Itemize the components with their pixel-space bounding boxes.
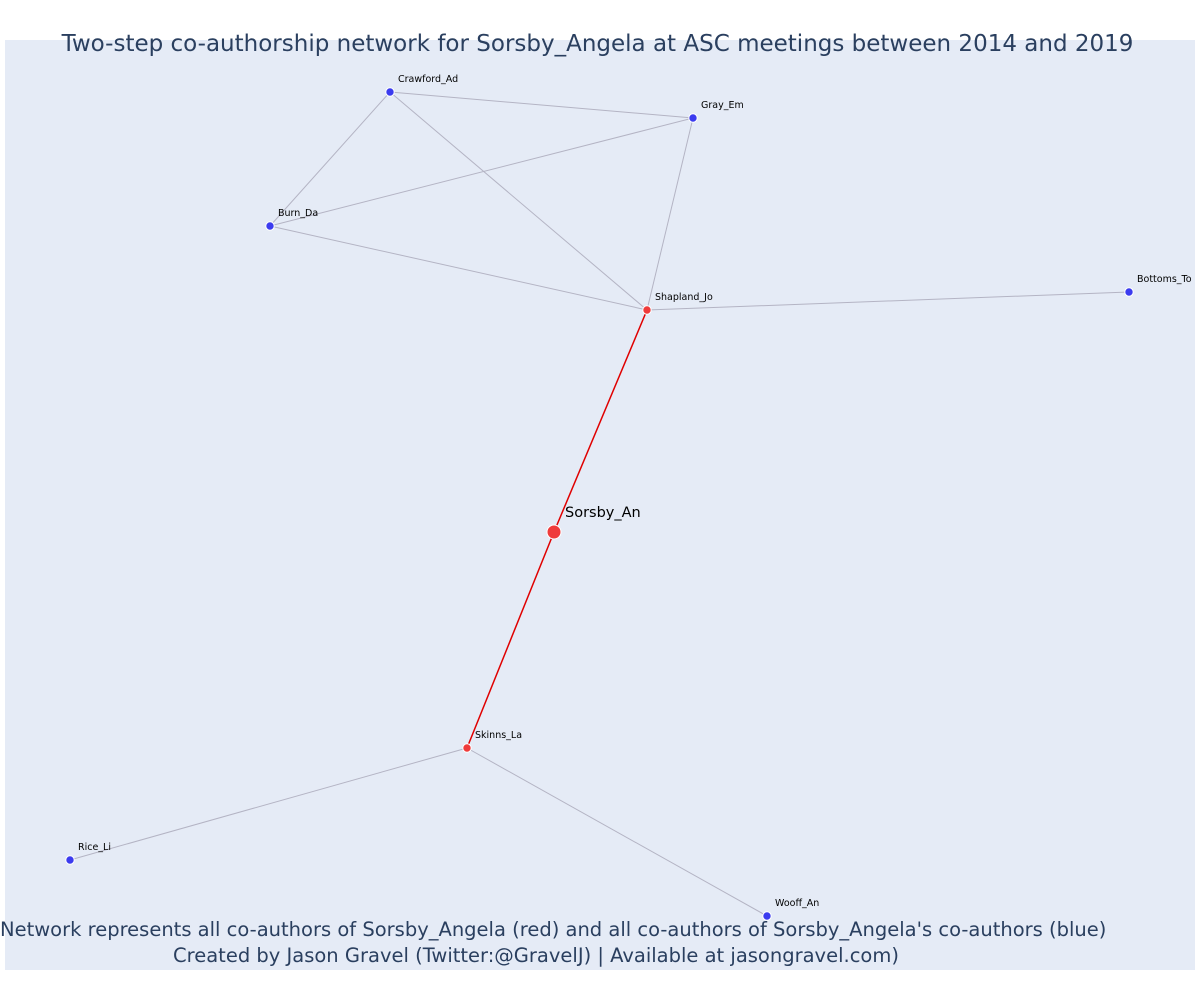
nodes-layer bbox=[65, 87, 1134, 921]
node-label-skinns_la: Skinns_La bbox=[475, 730, 522, 741]
edge-gray_em-shapland_jo bbox=[646, 117, 694, 311]
node-rice_li[interactable] bbox=[65, 855, 75, 865]
edge-burn_da-shapland_jo bbox=[269, 225, 648, 311]
edge-skinns_la-rice_li bbox=[69, 747, 468, 861]
edge-sorsby_an-shapland_jo bbox=[553, 309, 648, 533]
node-wooff_an[interactable] bbox=[762, 911, 772, 921]
node-label-bottoms_to: Bottoms_To bbox=[1137, 274, 1192, 285]
node-label-sorsby_an: Sorsby_An bbox=[565, 505, 641, 521]
edge-skinns_la-wooff_an bbox=[466, 747, 768, 917]
node-sorsby_an[interactable] bbox=[546, 524, 562, 540]
plot-area bbox=[5, 40, 1195, 970]
node-shapland_jo[interactable] bbox=[642, 305, 652, 315]
node-label-gray_em: Gray_Em bbox=[701, 100, 744, 111]
edge-crawford_ad-burn_da bbox=[269, 91, 391, 227]
edge-crawford_ad-shapland_jo bbox=[389, 91, 648, 311]
edges-layer bbox=[69, 91, 1130, 917]
node-label-rice_li: Rice_Li bbox=[78, 842, 111, 853]
labels-layer: Sorsby_An Shapland_Jo Skinns_La Crawford_Ad… bbox=[78, 74, 1192, 909]
node-skinns_la[interactable] bbox=[462, 743, 472, 753]
node-bottoms_to[interactable] bbox=[1124, 287, 1134, 297]
node-burn_da[interactable] bbox=[265, 221, 275, 231]
node-label-wooff_an: Wooff_An bbox=[775, 898, 819, 909]
edge-gray_em-burn_da bbox=[269, 117, 694, 227]
chart-title: Two-step co-authorship network for Sorsb… bbox=[61, 31, 1134, 57]
edge-shapland_jo-bottoms_to bbox=[646, 291, 1130, 311]
footer-legend-note: Network represents all co-authors of Sor… bbox=[0, 918, 1107, 941]
node-label-shapland_jo: Shapland_Jo bbox=[655, 292, 713, 303]
node-crawford_ad[interactable] bbox=[385, 87, 395, 97]
footer-credit: Created by Jason Gravel (Twitter:@Gravel… bbox=[173, 944, 899, 967]
node-gray_em[interactable] bbox=[688, 113, 698, 123]
node-label-burn_da: Burn_Da bbox=[278, 208, 318, 219]
edge-crawford_ad-gray_em bbox=[389, 91, 694, 119]
edge-sorsby_an-skinns_la bbox=[466, 531, 555, 749]
node-label-crawford_ad: Crawford_Ad bbox=[398, 74, 458, 85]
